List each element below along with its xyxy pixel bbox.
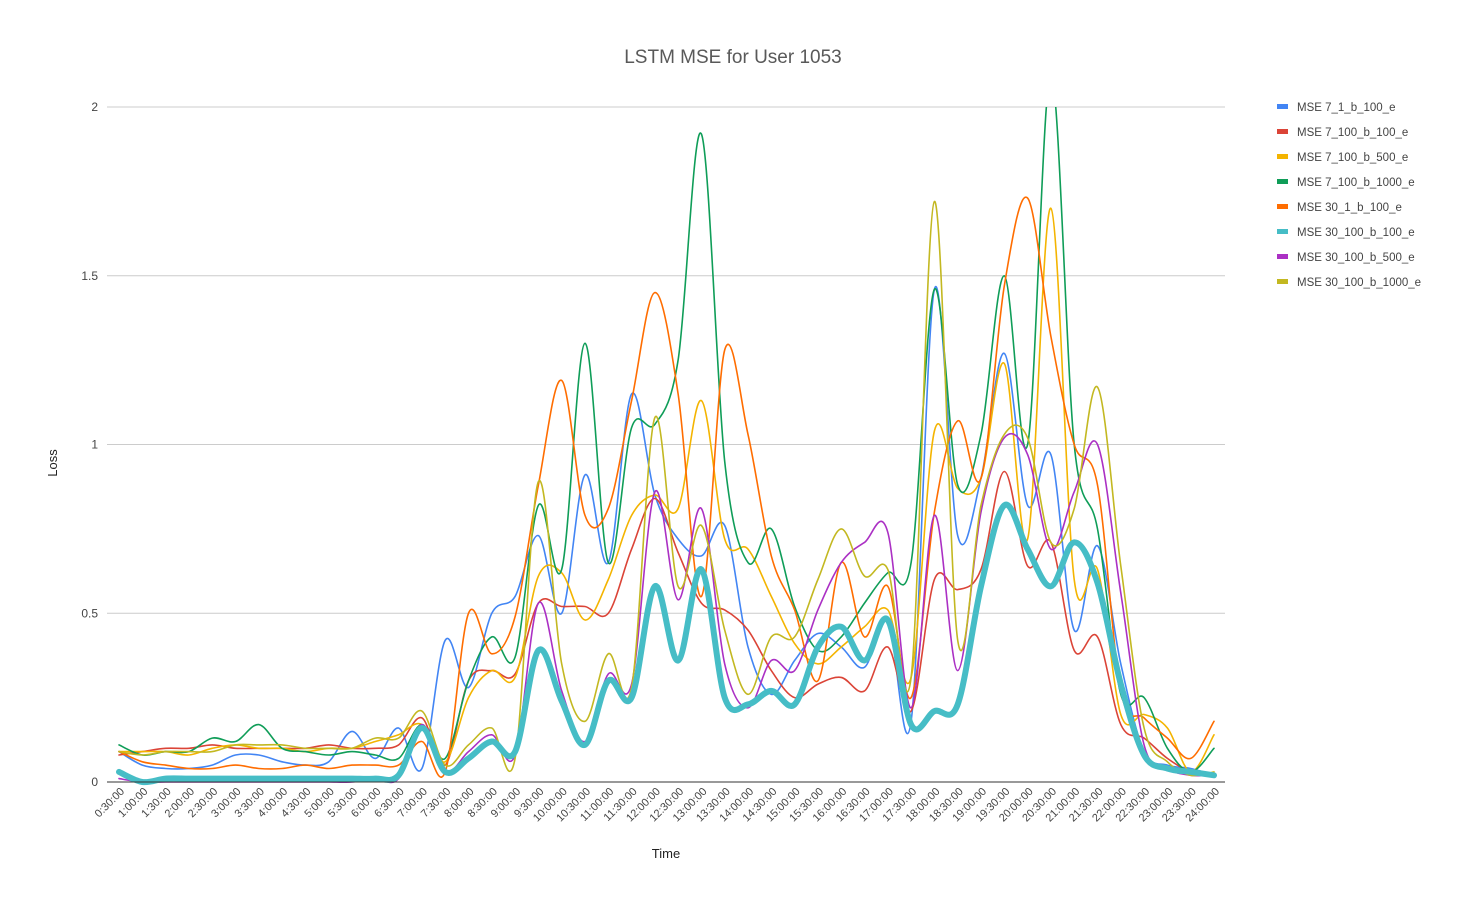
legend-label: MSE 30_1_b_100_e: [1297, 202, 1402, 214]
series-line-8: [118, 200, 1215, 777]
series-line-5: [118, 196, 1215, 778]
legend-label: MSE 7_100_b_1000_e: [1297, 177, 1415, 189]
chart-title: LSTM MSE for User 1053: [624, 47, 842, 68]
series-line-1: [118, 285, 1215, 777]
y-tick-label: 0.5: [81, 606, 98, 620]
legend-swatch: [1277, 104, 1288, 109]
legend-item: MSE 7_1_b_100_e: [1277, 102, 1395, 114]
y-axis-ticks: 0 0.5 1 1.5 2: [81, 100, 98, 789]
legend-item: MSE 7_100_b_500_e: [1277, 152, 1408, 164]
legend-swatch: [1277, 129, 1288, 134]
legend-swatch: [1277, 204, 1288, 209]
legend-item: MSE 30_100_b_1000_e: [1277, 277, 1421, 289]
legend-swatch: [1277, 229, 1288, 234]
legend-label: MSE 30_100_b_1000_e: [1297, 277, 1421, 289]
legend-label: MSE 30_100_b_100_e: [1297, 227, 1415, 239]
series-line-6: [116, 501, 1217, 786]
y-tick-label: 1: [91, 438, 98, 452]
legend-label: MSE 7_1_b_100_e: [1297, 102, 1395, 114]
y-tick-label: 1.5: [81, 269, 98, 283]
legend-item: MSE 30_1_b_100_e: [1277, 202, 1402, 214]
y-tick-label: 2: [91, 100, 98, 114]
x-axis-title: Time: [652, 846, 680, 861]
legend-label: MSE 30_100_b_500_e: [1297, 252, 1415, 264]
legend-item: MSE 7_100_b_100_e: [1277, 127, 1408, 139]
legend-swatch: [1277, 179, 1288, 184]
x-axis-ticks: 0:30:001:00:001:30:002:00:002:30:003:00:…: [93, 786, 1222, 825]
y-tick-label: 0: [91, 775, 98, 789]
legend-swatch: [1277, 254, 1288, 259]
legend-label: MSE 7_100_b_100_e: [1297, 127, 1408, 139]
series-lines: [116, 107, 1217, 786]
legend-swatch: [1277, 279, 1288, 284]
legend-item: MSE 30_100_b_500_e: [1277, 252, 1415, 264]
series-line-4: [118, 107, 1215, 773]
legend-label: MSE 7_100_b_500_e: [1297, 152, 1408, 164]
legend-item: MSE 7_100_b_1000_e: [1277, 177, 1415, 189]
legend-item: MSE 30_100_b_100_e: [1277, 227, 1415, 239]
legend: MSE 7_1_b_100_e MSE 7_100_b_100_e MSE 7_10…: [1277, 102, 1421, 289]
y-axis-title: Loss: [45, 449, 60, 477]
legend-swatch: [1277, 154, 1288, 159]
